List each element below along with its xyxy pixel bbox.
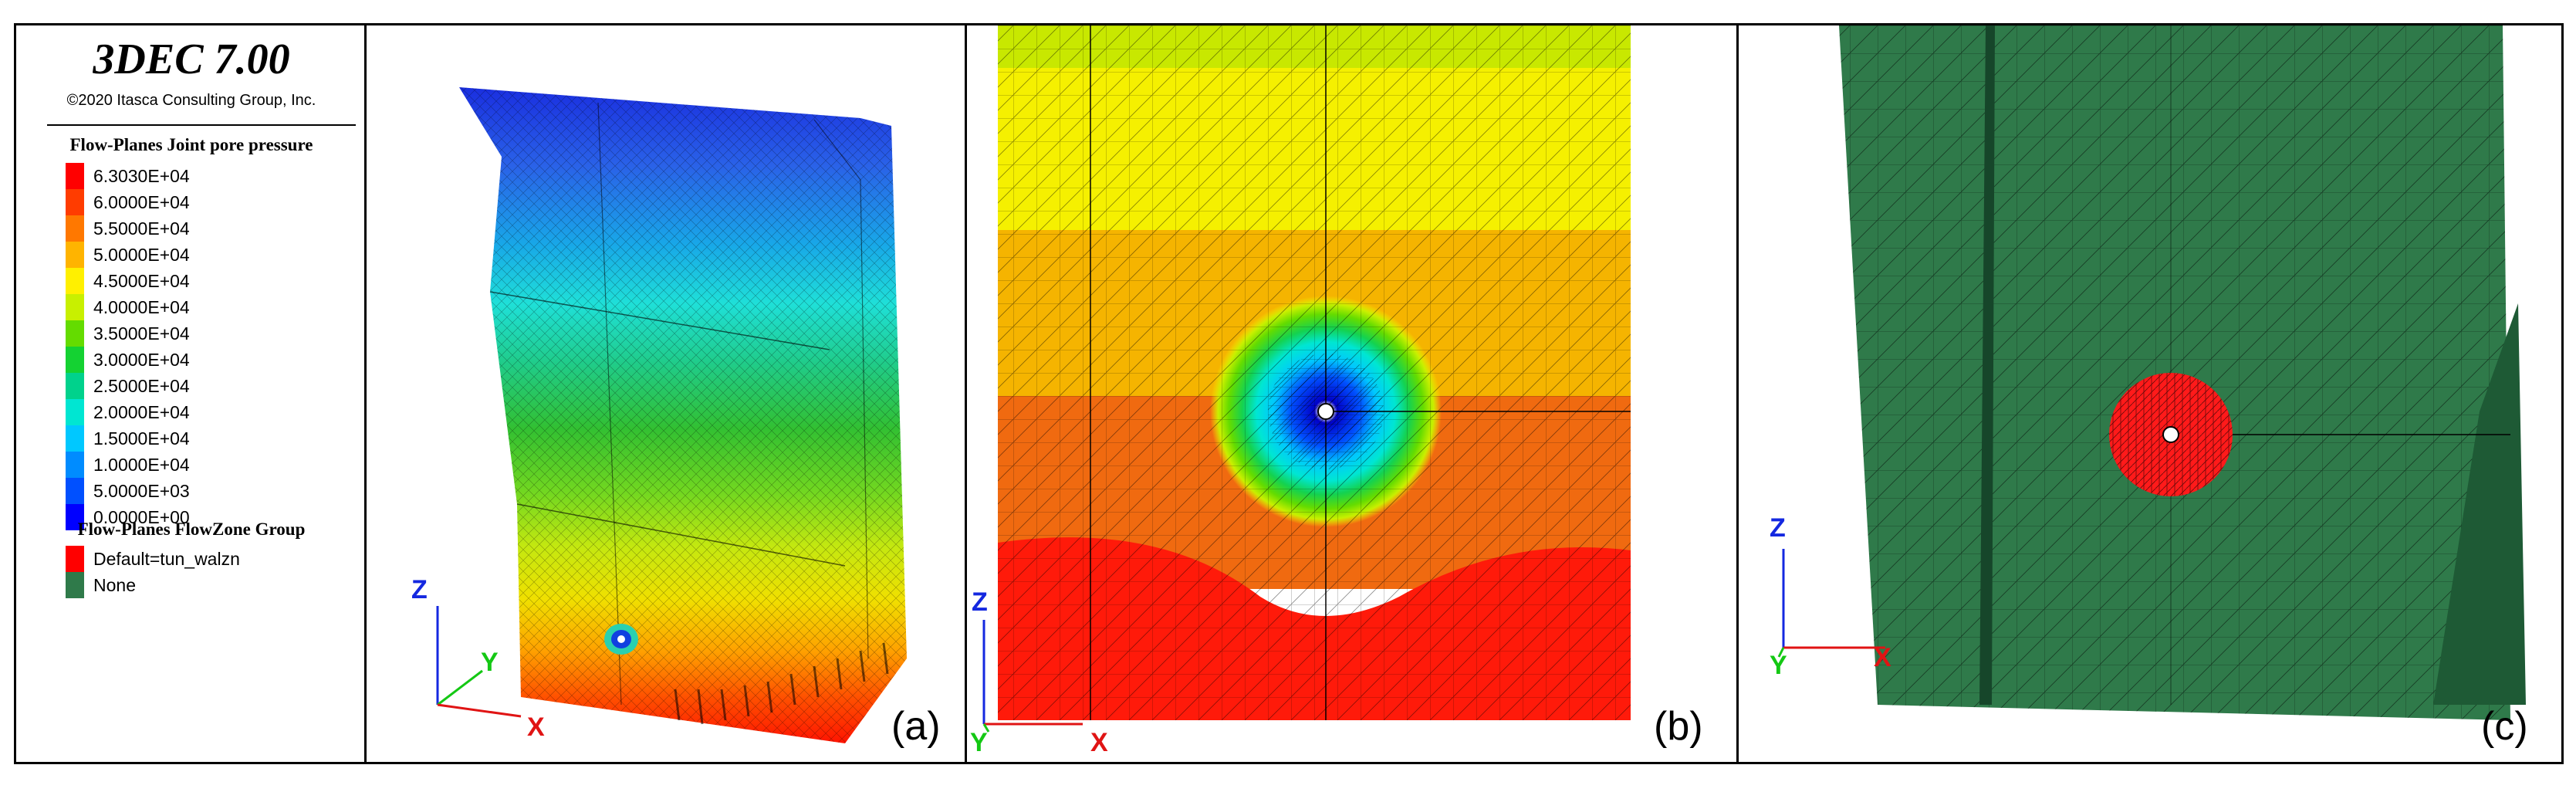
y-axis-label: Y: [1770, 651, 1787, 680]
z-axis-label: Z: [411, 575, 428, 604]
color-swatch: [66, 399, 84, 425]
pressure-value-label: 0.0000E+00: [93, 506, 190, 527]
x-axis-label: X: [1090, 728, 1108, 757]
color-swatch: [66, 268, 84, 294]
panel-a-3d-view: Z Y X (a): [364, 23, 965, 764]
pressure-value-label: 2.0000E+04: [93, 401, 190, 422]
color-swatch: [66, 452, 84, 478]
panel-b-pressure-section: Z Y X (b): [965, 23, 1736, 764]
pressure-legend-item: 2.5000E+04: [66, 373, 190, 399]
z-axis-label: Z: [1770, 513, 1786, 543]
panel-c-model: [1777, 25, 2526, 720]
color-swatch: [66, 425, 84, 452]
color-swatch: [66, 373, 84, 399]
panel-a-label: (a): [891, 704, 941, 749]
color-swatch: [66, 572, 84, 598]
group-label: None: [93, 574, 136, 595]
pressure-value-label: 1.5000E+04: [93, 428, 190, 448]
divider: [47, 124, 356, 126]
group-label: Default=tun_walzn: [93, 548, 240, 569]
color-swatch: [66, 320, 84, 347]
color-swatch: [66, 478, 84, 504]
color-swatch: [66, 242, 84, 268]
pressure-value-label: 6.0000E+04: [93, 191, 190, 212]
color-swatch: [66, 504, 84, 530]
pressure-legend-item: 2.0000E+04: [66, 399, 190, 425]
color-swatch: [66, 189, 84, 215]
color-swatch: [66, 546, 84, 572]
color-swatch: [66, 347, 84, 373]
pressure-value-label: 4.5000E+04: [93, 270, 190, 291]
pressure-value-label: 6.3030E+04: [93, 165, 190, 186]
copyright-text: ©2020 Itasca Consulting Group, Inc.: [66, 92, 316, 109]
group-legend-title: Flow-Planes FlowZone Group: [77, 520, 306, 539]
panel-c-flowzone-group: Z Y X (c): [1736, 23, 2564, 764]
pressure-value-label: 3.0000E+04: [93, 349, 190, 370]
y-axis-label: Y: [970, 728, 988, 757]
pressure-legend-item: 3.0000E+04: [66, 347, 190, 373]
pressure-value-label: 5.0000E+03: [93, 480, 190, 501]
x-axis-label: X: [527, 712, 545, 742]
pressure-legend-item: 1.5000E+04: [66, 425, 190, 452]
pressure-value-label: 2.5000E+04: [93, 375, 190, 396]
panel-b-label: (b): [1654, 704, 1703, 749]
pressure-legend-item: 5.5000E+04: [66, 215, 190, 242]
color-swatch: [66, 294, 84, 320]
color-swatch: [66, 215, 84, 242]
software-title: 3DEC 7.00: [93, 36, 290, 83]
z-axis-label: Z: [972, 587, 988, 617]
pressure-legend-item: 1.0000E+04: [66, 452, 190, 478]
pressure-legend-item: 5.0000E+03: [66, 478, 190, 504]
panel-b-contours: [967, 25, 1736, 762]
pressure-value-label: 1.0000E+04: [93, 454, 190, 475]
pressure-value-label: 5.5000E+04: [93, 218, 190, 239]
pressure-legend-item: 6.0000E+04: [66, 189, 190, 215]
group-legend-item: Default=tun_walzn: [66, 546, 240, 572]
block-model: [459, 87, 907, 743]
y-axis-label: Y: [481, 648, 499, 677]
x-axis-label: X: [1874, 643, 1891, 672]
panel-a-axis-triad: [436, 606, 522, 718]
pressure-legend-item: 6.3030E+04: [66, 163, 190, 189]
pressure-legend-item: 4.0000E+04: [66, 294, 190, 320]
legend-panel: 3DEC 7.00 ©2020 Itasca Consulting Group,…: [14, 23, 364, 764]
pressure-legend-title: Flow-Planes Joint pore pressure: [69, 135, 313, 154]
pressure-value-label: 5.0000E+04: [93, 244, 190, 265]
pressure-legend-item: 3.5000E+04: [66, 320, 190, 347]
color-swatch: [66, 163, 84, 189]
group-legend-item: None: [66, 572, 136, 598]
pressure-value-label: 4.0000E+04: [93, 296, 190, 317]
pressure-legend-item: 5.0000E+04: [66, 242, 190, 268]
pressure-legend-item: 4.5000E+04: [66, 268, 190, 294]
panel-a-model: [459, 87, 907, 743]
panel-c-label: (c): [2481, 704, 2528, 749]
pressure-value-label: 3.5000E+04: [93, 323, 190, 344]
pressure-legend-item: 0.0000E+00: [66, 504, 190, 530]
